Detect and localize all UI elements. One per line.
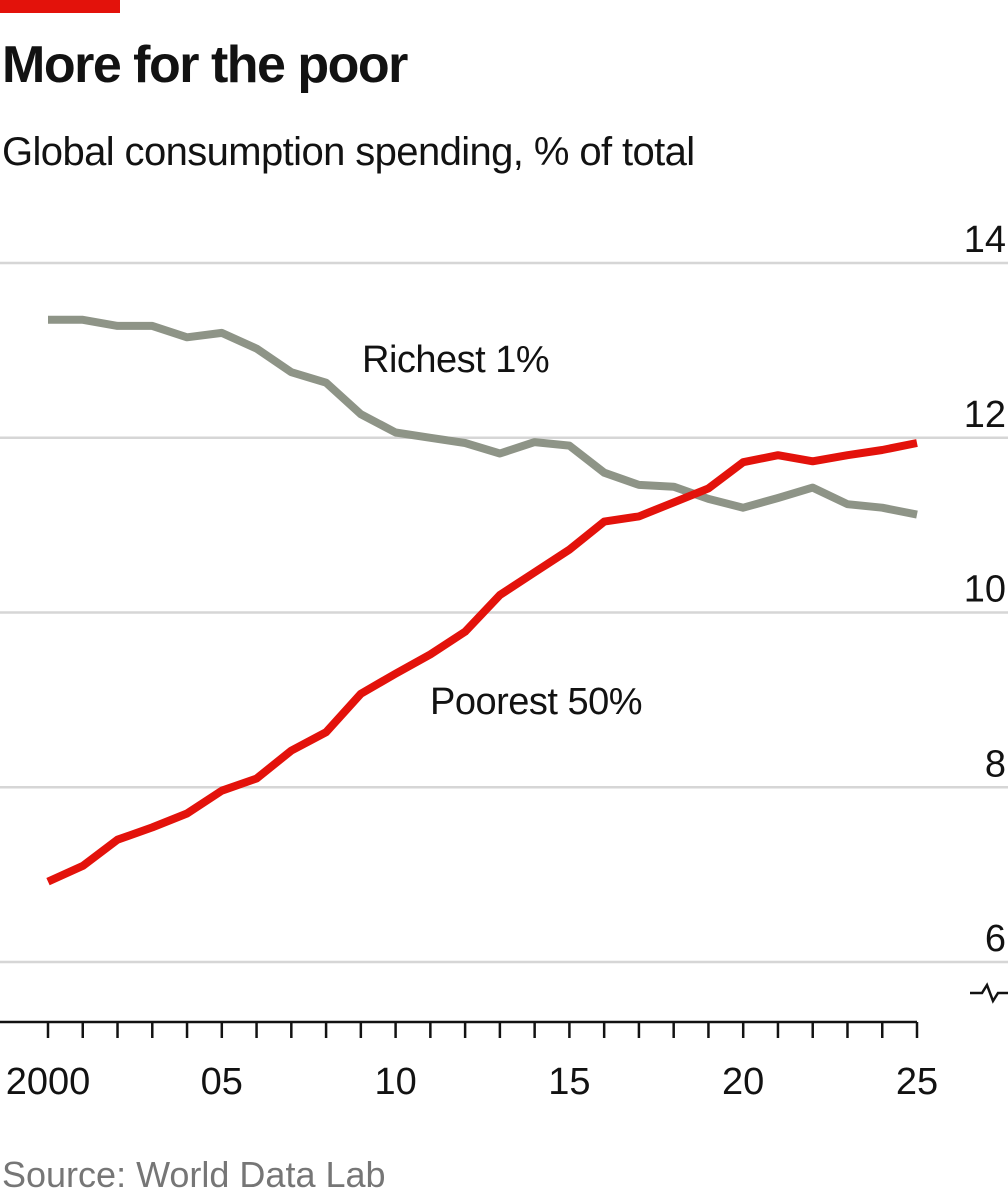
series-line-poorest-50: [46, 439, 918, 886]
line-chart: 6 8 10 12 14 2000 05 10 15 20 25 Richest 1% Poore…: [0, 219, 1008, 1103]
x-tick-label-25: 25: [896, 1061, 938, 1103]
x-tick-label-20: 20: [722, 1061, 764, 1103]
x-tick-label-2000: 2000: [6, 1061, 91, 1103]
y-tick-label-6: 6: [985, 918, 1006, 960]
y-tick-label-10: 10: [964, 569, 1006, 611]
y-tick-label-8: 8: [985, 743, 1006, 785]
series-label-richest: Richest 1%: [362, 339, 549, 381]
x-ticks: [46, 1022, 919, 1038]
brand-accent-bar: [0, 0, 120, 13]
x-tick-label-05: 05: [201, 1061, 243, 1103]
gridlines: [0, 261, 1008, 964]
x-tick-label-10: 10: [374, 1061, 416, 1103]
chart-title: More for the poor: [2, 36, 408, 94]
x-tick-labels: 2000 05 10 15 20 25: [6, 1061, 938, 1103]
source-note: Source: World Data Lab: [2, 1154, 386, 1195]
y-tick-labels: 6 8 10 12 14: [964, 219, 1006, 960]
y-tick-label-12: 12: [964, 394, 1006, 436]
chart-subtitle: Global consumption spending, % of total: [2, 130, 695, 174]
axis-break-icon: [970, 982, 1008, 1004]
series-line-richest-1: [48, 315, 918, 519]
x-tick-label-15: 15: [548, 1061, 590, 1103]
y-tick-label-14: 14: [964, 219, 1006, 261]
series-lines: [46, 315, 918, 886]
series-label-poorest: Poorest 50%: [430, 681, 642, 723]
